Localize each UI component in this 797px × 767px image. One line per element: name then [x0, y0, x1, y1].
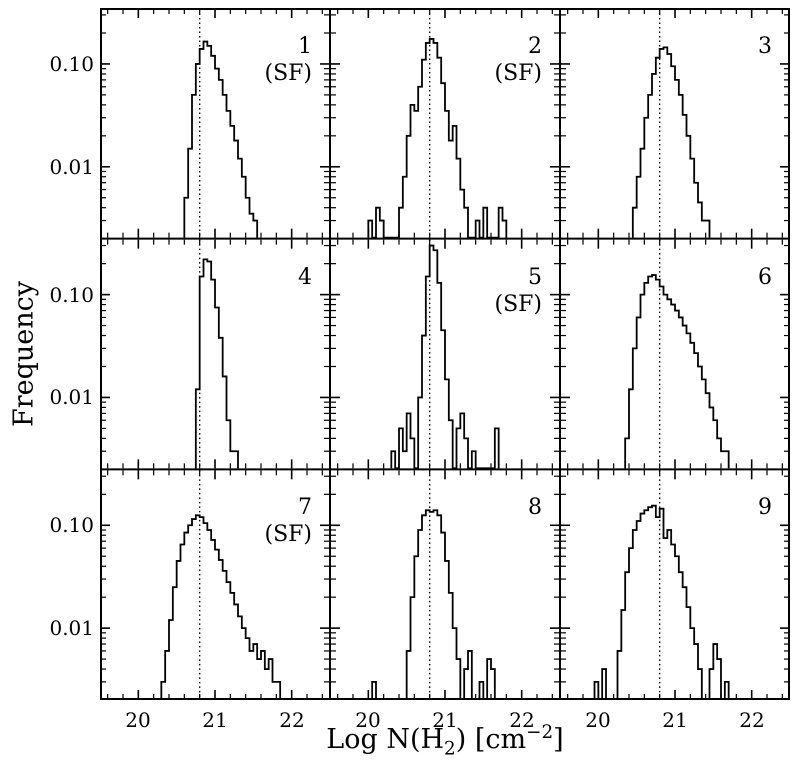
histogram-outline-panel-3 — [631, 46, 711, 238]
x-tick-label: 20 — [125, 708, 151, 732]
y-axis-title: Frequency — [8, 280, 40, 428]
histogram-outline-panel-2 — [367, 38, 508, 239]
x-axis-title-subscript: 2 — [444, 738, 456, 760]
plot-area: 1 (SF) 2 (SF) 3 4 5 (SF) 6 7 (SF) 8 — [49, 8, 790, 732]
histogram-outline-panel-5 — [390, 244, 500, 470]
x-axis-title-text: ] — [553, 724, 564, 755]
x-tick-label: 20 — [585, 708, 611, 732]
histogram-outline-panel-9 — [593, 504, 730, 700]
histogram-outline-panel-1 — [183, 40, 259, 238]
x-axis-title-text: Log N(H — [326, 724, 445, 755]
y-tick-label: 0.10 — [49, 52, 94, 76]
x-tick-label: 22 — [739, 708, 765, 732]
histogram-outline-panel-8 — [371, 509, 496, 700]
histogram-outline-panel-7 — [160, 514, 282, 699]
y-tick-label: 0.01 — [49, 385, 94, 409]
x-axis-title-superscript: −2 — [526, 722, 554, 743]
histogram-outline-panel-4 — [194, 258, 239, 469]
x-axis-title: Log N(H2) [cm−2] — [326, 722, 563, 759]
x-tick-label: 21 — [662, 708, 688, 732]
y-tick-label: 0.10 — [49, 513, 94, 537]
x-tick-label: 20 — [355, 708, 381, 732]
y-tick-label: 0.01 — [49, 616, 94, 640]
x-axis-title-text: ) [cm — [455, 724, 527, 755]
y-tick-label: 0.01 — [49, 155, 94, 179]
histogram-grid — [100, 8, 790, 700]
x-tick-label: 22 — [509, 708, 535, 732]
histogram-outline-panel-6 — [624, 274, 730, 469]
y-tick-label: 0.10 — [49, 283, 94, 307]
x-tick-label: 21 — [432, 708, 458, 732]
x-tick-label: 21 — [202, 708, 228, 732]
x-tick-label: 22 — [279, 708, 305, 732]
